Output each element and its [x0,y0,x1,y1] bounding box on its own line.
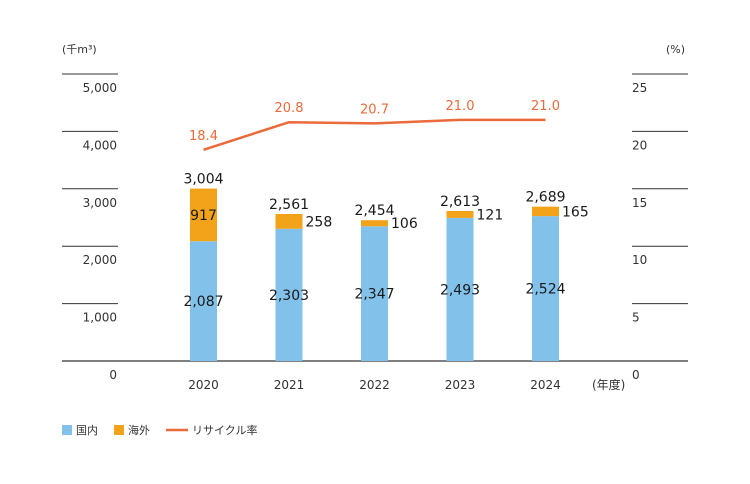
right-axis-unit: (%) [666,43,685,56]
legend-swatch-domestic [62,425,72,435]
left-tick-label: 0 [109,368,117,382]
bar-domestic [361,226,388,361]
bar-overseas [361,220,388,227]
category-label: 2022 [359,378,390,392]
left-tick-label: 1,000 [83,311,117,325]
bar-label-total: 2,561 [269,197,309,213]
category-label: 2020 [188,378,219,392]
bar-label-overseas: 258 [306,214,333,230]
right-tick-label: 20 [632,138,647,152]
bar-label-total: 2,689 [525,190,565,206]
left-tick-label: 3,000 [83,196,117,210]
legend-swatch-overseas [114,425,124,435]
bar-domestic [446,217,474,361]
bar-domestic [532,216,559,361]
bars-layer [190,188,559,361]
right-tick-label: 25 [632,81,647,95]
category-label: 2021 [274,378,305,392]
bar-label-domestic: 2,087 [183,294,223,310]
category-label: 2023 [445,378,476,392]
x-axis-unit: (年度) [592,377,625,392]
right-tick-label: 0 [632,368,640,382]
right-tick-label: 5 [632,311,640,325]
legend-label-overseas: 海外 [128,423,150,437]
bar-overseas [190,188,217,242]
category-label: 2024 [530,378,561,392]
left-tick-label: 4,000 [83,138,117,152]
bar-label-total: 2,613 [440,194,480,210]
bar-domestic [275,228,303,361]
line-layer [203,118,546,151]
bar-label-total: 2,454 [354,203,394,219]
recycling-rate-label: 21.0 [446,99,475,114]
right-tick-label: 10 [632,253,647,267]
bar-label-domestic: 2,303 [269,288,309,304]
legend-label-domestic: 国内 [76,423,98,437]
bar-label-domestic: 2,347 [354,287,394,303]
left-tick-label: 2,000 [83,253,117,267]
recycling-rate-line [203,118,546,151]
right-tick-label: 15 [632,196,647,210]
left-axis-unit: (千m³) [62,43,97,56]
left-tick-label: 5,000 [83,81,117,95]
bar-overseas [532,206,559,217]
bar-label-overseas: 121 [477,207,504,223]
bar-label-overseas: 106 [391,216,418,232]
bar-overseas [446,210,474,218]
recycling-rate-label: 20.7 [360,102,389,117]
recycling-rate-label: 20.8 [275,101,304,116]
bar-label-domestic: 2,524 [525,282,565,298]
bar-overseas [275,213,303,229]
bar-label-total: 3,004 [183,172,223,188]
bar-label-domestic: 2,493 [440,282,480,298]
legend: 国内 海外 リサイクル率 [62,423,257,437]
bar-domestic [190,241,217,361]
legend-label-recycling-rate: リサイクル率 [192,423,257,437]
bar-label-overseas: 165 [562,204,589,220]
bar-label-overseas: 917 [190,208,217,224]
recycling-rate-label: 21.0 [531,99,560,114]
recycling-rate-label: 18.4 [189,129,218,144]
